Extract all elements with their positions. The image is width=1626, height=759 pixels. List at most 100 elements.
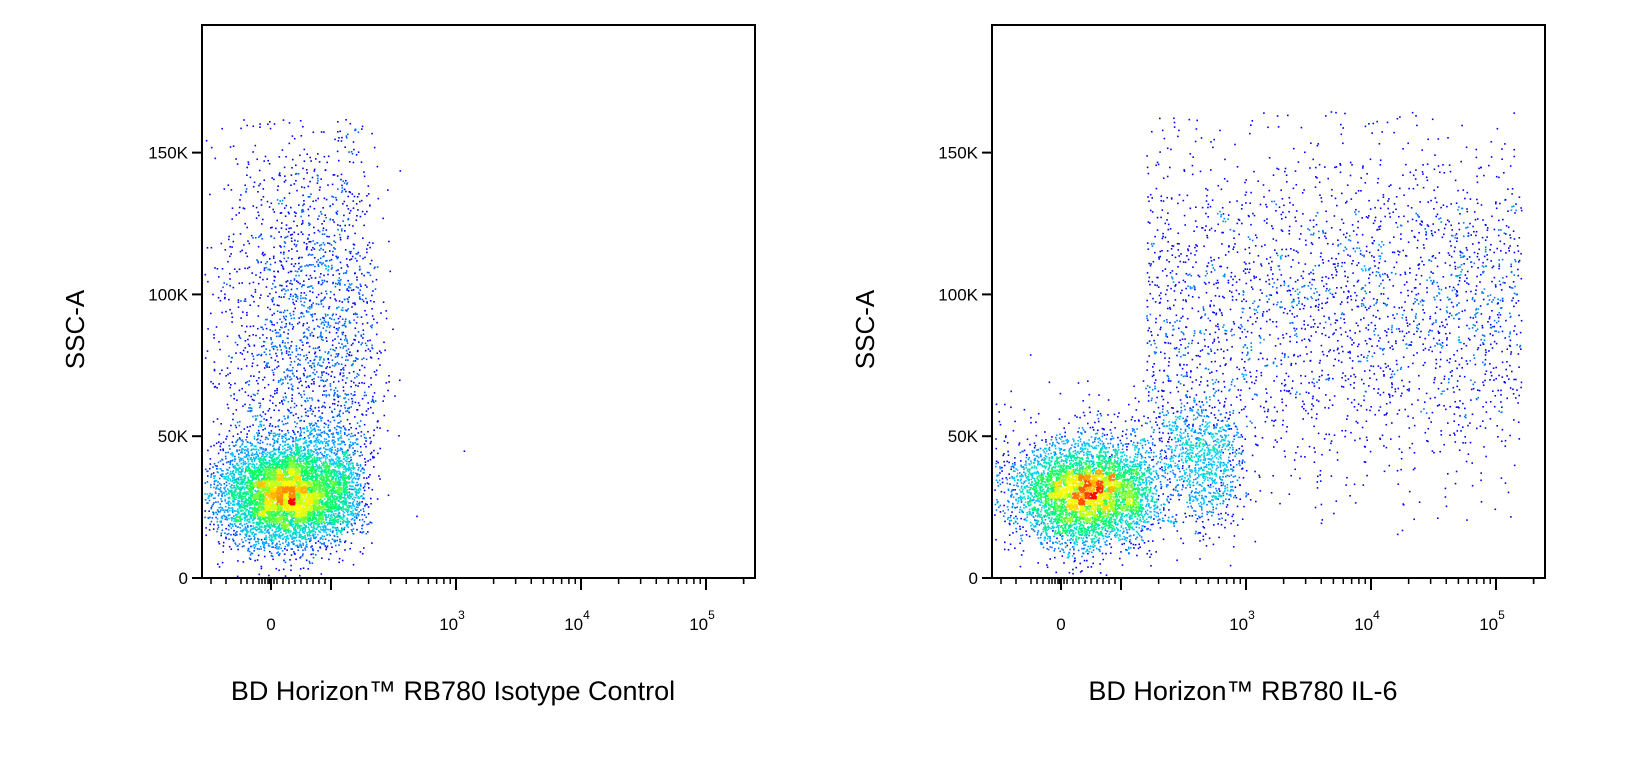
event-dot [317,179,319,182]
event-dot [228,235,230,238]
event-dot [254,445,256,447]
event-dot [343,528,345,531]
event-dot [242,470,244,472]
event-dot [291,369,293,372]
event-dot [314,355,317,358]
event-dot [299,433,302,435]
event-dot [287,541,290,544]
event-dot [322,242,325,244]
event-dot [274,435,276,437]
event-dot [309,453,311,455]
event-dot [337,495,339,498]
event-dot [292,452,294,454]
event-dot [241,529,243,531]
event-dot [354,442,356,444]
event-dot [302,427,304,430]
event-dot [336,175,339,177]
event-dot [337,520,339,523]
event-dot [286,455,288,458]
event-dot [315,441,317,444]
event-dot [314,415,316,417]
event-dot [314,465,316,468]
event-dot [300,434,302,437]
event-dot [302,522,304,525]
event-dot [355,517,358,519]
event-dot [309,460,311,462]
event-dot [350,477,352,479]
event-dot [270,456,272,459]
event-dot [231,493,234,496]
event-dot [296,422,298,425]
event-dot [308,305,311,308]
event-dot [353,381,355,384]
event-dot [274,449,276,451]
event-dot [312,425,314,427]
event-dot [339,515,341,517]
event-dot [325,198,328,201]
event-dot [279,459,281,461]
event-dot [295,534,298,536]
event-dot [311,562,314,564]
event-dot [313,368,316,371]
event-dot [265,448,267,451]
event-dot [281,326,283,329]
event-dot [362,294,364,296]
event-dot [292,366,294,369]
event-dot [356,375,358,378]
event-dot [333,472,336,474]
event-dot [279,553,281,555]
event-dot [373,401,375,404]
event-dot [271,536,273,539]
event-dot [317,420,319,422]
event-dot [235,409,238,411]
event-dot [246,311,248,314]
event-dot [351,502,354,505]
event-dot [278,527,280,529]
event-dot [235,463,238,465]
event-dot [278,554,280,557]
event-dot [324,448,327,451]
event-dot [249,506,252,509]
event-dot [241,451,243,454]
event-dot [232,413,235,415]
event-dot [272,435,275,437]
event-dot [302,323,305,325]
event-dot [266,366,268,368]
event-dot [323,524,326,527]
event-dot [359,502,361,504]
event-dot [238,500,241,502]
event-dot [356,215,358,217]
event-dot [310,539,312,541]
event-dot [279,537,281,539]
event-dot [266,451,269,454]
event-dot [309,374,312,377]
event-dot [367,185,370,187]
event-dot [302,544,304,546]
event-dot [304,526,306,529]
event-dot [260,545,262,548]
event-dot [279,318,281,321]
event-dot [308,453,310,455]
event-dot [339,465,342,468]
event-dot [319,211,322,213]
event-dot [296,295,299,298]
event-dot [321,500,323,503]
event-dot [314,531,317,533]
event-dot [268,206,271,208]
event-dot [310,451,312,453]
event-dot [331,371,333,373]
event-dot [348,461,351,463]
event-dot [330,451,333,454]
event-dot [320,417,322,420]
event-dot [313,512,316,514]
event-dot [271,457,273,460]
event-dot [264,462,267,464]
event-dot [310,264,312,266]
event-dot [300,265,302,268]
event-dot [257,518,259,520]
event-dot [232,498,234,500]
event-dot [205,468,207,471]
event-dot [282,568,285,571]
event-dot [248,541,251,544]
event-dot [293,360,296,363]
